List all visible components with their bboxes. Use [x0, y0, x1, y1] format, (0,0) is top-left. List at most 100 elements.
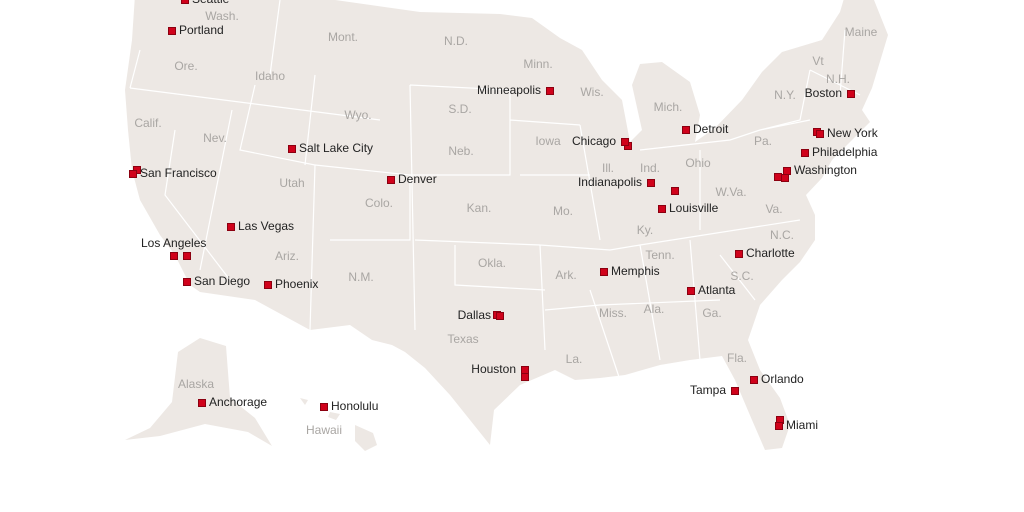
- city-label: Denver: [398, 172, 437, 186]
- city-marker[interactable]: [320, 403, 328, 411]
- city-label: Atlanta: [698, 283, 736, 297]
- city-marker[interactable]: [847, 90, 855, 98]
- state-label: Okla.: [477, 256, 507, 270]
- city-marker[interactable]: [168, 27, 176, 35]
- state-label: N.C.: [770, 228, 794, 242]
- state-label: Maine: [844, 25, 878, 39]
- city-marker[interactable]: [600, 268, 608, 276]
- city-marker[interactable]: [801, 149, 809, 157]
- city-marker[interactable]: [671, 187, 679, 195]
- city-label: Los Angeles: [141, 236, 207, 250]
- city-label: Boston: [804, 86, 842, 100]
- city-label: Indianapolis: [577, 175, 642, 189]
- city-marker[interactable]: [621, 138, 629, 146]
- city-label: Louisville: [669, 201, 719, 215]
- city-marker[interactable]: [775, 422, 783, 430]
- city-marker[interactable]: [682, 126, 690, 134]
- city-marker[interactable]: [521, 373, 529, 381]
- state-label: Miss.: [599, 306, 627, 320]
- state-label: N.D.: [444, 34, 468, 48]
- city-marker[interactable]: [170, 252, 178, 260]
- city-marker[interactable]: [731, 387, 739, 395]
- state-label: Va.: [765, 202, 783, 216]
- state-label: Utah: [279, 176, 305, 190]
- city-marker[interactable]: [735, 250, 743, 258]
- state-label: S.D.: [448, 102, 472, 116]
- state-label: Pa.: [753, 134, 773, 148]
- state-label: Hawaii: [305, 423, 343, 437]
- city-label: Las Vegas: [238, 219, 295, 233]
- city-label: Orlando: [761, 372, 804, 386]
- alaska-land: [125, 338, 272, 446]
- city-label: Portland: [179, 23, 224, 37]
- city-marker[interactable]: [783, 167, 791, 175]
- city-marker[interactable]: [816, 130, 824, 138]
- state-label: N.M.: [348, 270, 374, 284]
- city-label: Memphis: [611, 264, 660, 278]
- state-label: Texas: [447, 332, 479, 346]
- state-label: Mo.: [552, 204, 574, 218]
- state-label: Wash.: [205, 9, 239, 23]
- city-label: New York: [827, 126, 878, 140]
- city-label: Houston: [471, 362, 516, 376]
- city-marker[interactable]: [288, 145, 296, 153]
- city-marker[interactable]: [521, 366, 529, 374]
- city-marker[interactable]: [658, 205, 666, 213]
- city-label: San Diego: [194, 274, 251, 288]
- state-label: Colo.: [364, 196, 394, 210]
- city-marker[interactable]: [687, 287, 695, 295]
- state-label: Kan.: [466, 201, 492, 215]
- state-label: La.: [565, 352, 583, 366]
- city-marker[interactable]: [496, 312, 504, 320]
- state-label: Idaho: [254, 69, 286, 83]
- city-marker[interactable]: [781, 174, 789, 182]
- state-label: Nev.: [203, 131, 227, 145]
- city-marker[interactable]: [227, 223, 235, 231]
- state-borders: [129, 0, 861, 381]
- state-label: Wis.: [580, 85, 604, 99]
- state-label: Fla.: [726, 351, 748, 365]
- state-label: Ga.: [702, 306, 722, 320]
- city-label: Miami: [786, 418, 818, 432]
- contiguous-us-land: [125, 0, 888, 450]
- city-label: Chicago: [571, 134, 616, 148]
- state-label: Iowa: [535, 134, 561, 148]
- city-marker[interactable]: [750, 376, 758, 384]
- city-marker[interactable]: [264, 281, 272, 289]
- state-label: Wyo.: [344, 108, 372, 122]
- city-label: Seattle: [192, 0, 229, 6]
- city-marker[interactable]: [546, 87, 554, 95]
- city-label: Salt Lake City: [299, 141, 374, 155]
- state-label: Neb.: [448, 144, 474, 158]
- city-marker[interactable]: [183, 278, 191, 286]
- city-label: Minneapolis: [476, 83, 541, 97]
- state-label: Ala.: [643, 302, 665, 316]
- state-label: Mich.: [653, 100, 683, 114]
- state-label: Ill.: [602, 161, 614, 175]
- state-label: Ky.: [636, 223, 654, 237]
- state-label: Ark.: [555, 268, 577, 282]
- state-label: Alaska: [177, 377, 215, 391]
- city-marker[interactable]: [387, 176, 395, 184]
- state-label: W.Va.: [715, 185, 747, 199]
- city-label: Anchorage: [209, 395, 268, 409]
- state-label: Calif.: [134, 116, 162, 130]
- city-marker[interactable]: [647, 179, 655, 187]
- city-marker[interactable]: [181, 0, 189, 4]
- city-label: Dallas: [457, 308, 491, 322]
- state-label: Minn.: [523, 57, 553, 71]
- state-label: Ore.: [174, 59, 198, 73]
- state-label: Ind.: [639, 161, 661, 175]
- state-label: Vt: [812, 54, 824, 68]
- city-label: Tampa: [689, 383, 726, 397]
- city-label: Philadelphia: [812, 145, 878, 159]
- city-marker[interactable]: [183, 252, 191, 260]
- state-label: Ohio: [685, 156, 711, 170]
- state-label: N.H.: [826, 72, 850, 86]
- city-marker[interactable]: [198, 399, 206, 407]
- city-label: San Francisco: [140, 166, 217, 180]
- city-marker[interactable]: [129, 170, 137, 178]
- state-label: Tenn.: [645, 248, 675, 262]
